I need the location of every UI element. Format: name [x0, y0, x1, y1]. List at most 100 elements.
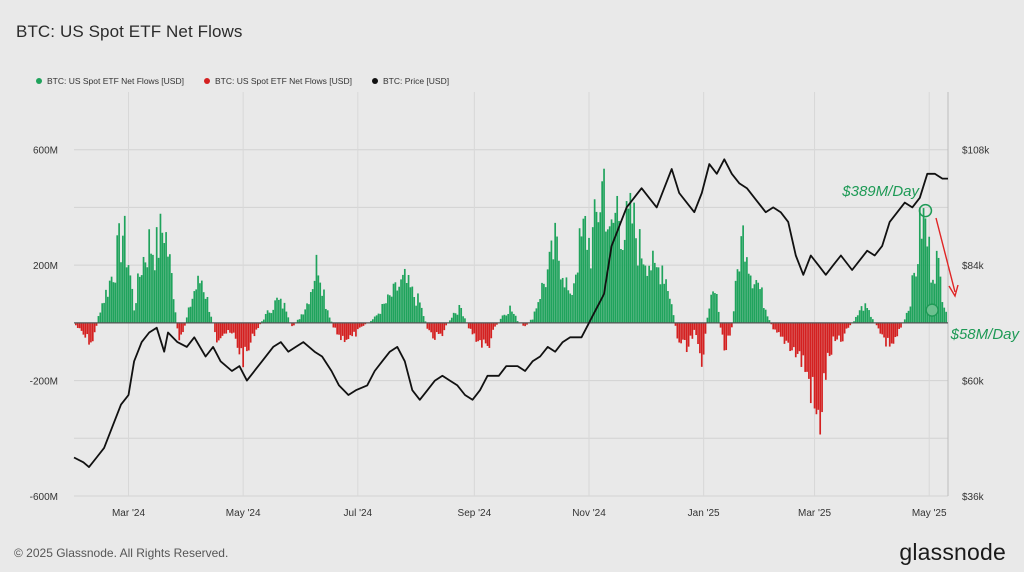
outflow-bar	[356, 322, 359, 330]
inflow-bar	[559, 279, 562, 323]
legend-item-outflows[interactable]: BTC: US Spot ETF Net Flows [USD]	[203, 76, 352, 86]
inflow-bar	[315, 254, 318, 323]
inflow-bar	[712, 291, 714, 323]
legend-label-outflows: BTC: US Spot ETF Net Flows [USD]	[214, 76, 352, 86]
inflow-bar	[548, 251, 551, 323]
inflow-bar	[503, 314, 506, 323]
inflow-bar	[768, 320, 771, 323]
glassnode-logo: glassnode	[899, 539, 1006, 565]
outflow-bar	[731, 322, 733, 328]
x-axis-tick-label: Jul '24	[344, 508, 373, 519]
outflow-bar	[779, 322, 782, 337]
inflow-bar	[554, 222, 557, 323]
outflow-bar	[336, 322, 338, 335]
inflow-bar	[505, 315, 508, 323]
inflow-bar	[114, 282, 117, 323]
outflow-bar	[689, 322, 692, 336]
inflow-bar	[644, 265, 647, 323]
inflow-bar	[866, 308, 869, 323]
inflow-bar	[565, 277, 568, 323]
outflow-bar	[84, 322, 87, 338]
inflow-bar	[708, 308, 711, 323]
inflow-bar	[398, 286, 401, 323]
inflow-bar	[637, 265, 639, 323]
outflow-bar	[246, 322, 248, 352]
legend-dot-red	[203, 78, 210, 84]
inflow-bar	[744, 261, 746, 323]
inflow-bar	[163, 243, 166, 323]
inflow-bar	[208, 311, 211, 323]
outflow-bar	[219, 322, 222, 339]
inflow-bar	[537, 302, 540, 323]
outflow-bar	[674, 322, 677, 326]
inflow-bar	[137, 273, 139, 323]
inflow-bar	[385, 303, 387, 323]
inflow-bar	[943, 307, 946, 323]
inflow-bar	[283, 302, 286, 323]
inflow-bar	[856, 315, 859, 323]
inflow-bar	[422, 316, 425, 323]
legend-item-inflows[interactable]: BTC: US Spot ETF Net Flows [USD]	[36, 76, 184, 86]
inflow-bar	[620, 248, 622, 323]
x-axis-tick-label: Mar '24	[112, 508, 145, 519]
inflow-bar	[278, 299, 280, 323]
inflow-bar	[296, 319, 299, 323]
inflow-bar	[304, 309, 307, 323]
inflow-bar	[418, 302, 421, 323]
inflow-bar	[738, 271, 741, 323]
outflow-bar	[428, 322, 431, 331]
inflow-bar	[657, 267, 660, 323]
inflow-bar	[663, 283, 666, 323]
inflow-bar	[112, 282, 115, 323]
inflow-bar	[855, 316, 857, 323]
inflow-bar	[323, 289, 325, 323]
outflow-bar	[332, 322, 335, 328]
outflow-bar	[88, 322, 90, 345]
outflow-bar	[479, 322, 481, 341]
inflow-bar	[621, 250, 624, 323]
inflow-bar	[766, 316, 769, 323]
inflow-bar	[935, 250, 938, 323]
inflow-bar	[930, 282, 932, 323]
inflow-bar	[640, 258, 643, 323]
inflow-bar	[462, 316, 464, 323]
inflow-bar	[311, 289, 314, 323]
outflow-bar	[345, 322, 348, 340]
inflow-bar	[499, 318, 502, 323]
inflow-bar	[373, 316, 376, 323]
outflow-bar	[883, 322, 885, 338]
outflow-bar	[796, 322, 799, 354]
outflow-bar	[180, 322, 182, 335]
outflow-bar	[721, 322, 724, 335]
inflow-bar	[261, 321, 263, 323]
outflow-bar	[794, 322, 797, 358]
inflow-bar	[159, 213, 162, 323]
inflow-bar	[276, 297, 278, 323]
outflow-bar	[826, 322, 829, 353]
inflow-bar	[409, 287, 412, 323]
inflow-bar	[569, 293, 572, 323]
inflow-bar	[450, 317, 453, 323]
inflow-bar	[197, 275, 199, 323]
outflow-bar	[802, 322, 805, 356]
inflow-bar	[599, 212, 602, 323]
inflow-bar	[287, 317, 290, 323]
inflow-bar	[285, 311, 288, 323]
inflow-bar	[454, 313, 457, 323]
inflow-bar	[403, 268, 406, 323]
outflow-bar	[680, 322, 682, 344]
inflow-bar	[153, 270, 156, 323]
outflow-bar	[838, 322, 840, 336]
inflow-bar	[131, 288, 134, 323]
inflow-bar	[383, 303, 385, 323]
bars-group	[75, 168, 947, 435]
outflow-bar	[693, 322, 696, 330]
inflow-bar	[563, 287, 566, 323]
inflow-bar	[650, 270, 652, 323]
inflow-bar	[189, 306, 192, 323]
inflow-bar	[913, 272, 916, 323]
outflow-bar	[819, 322, 822, 435]
outflow-bar	[823, 322, 825, 374]
inflow-bar	[105, 289, 107, 323]
legend-item-price[interactable]: BTC: Price [USD]	[371, 76, 449, 86]
